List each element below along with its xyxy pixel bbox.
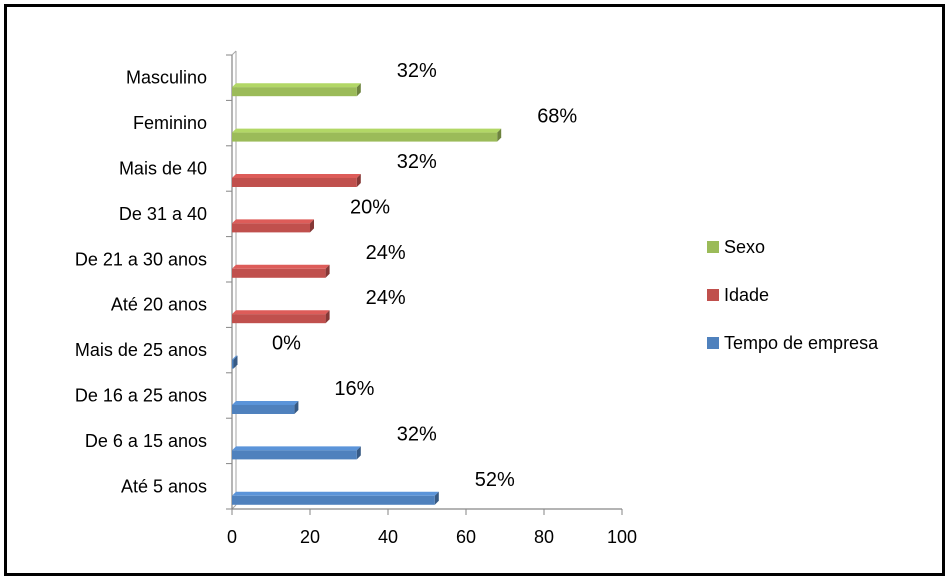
x-tick-label: 80 (534, 527, 554, 547)
axis-wall-bottom (231, 504, 237, 510)
category-label: Masculino (126, 68, 207, 88)
bar-top-face (232, 400, 299, 405)
category-label: Mais de 25 anos (75, 340, 207, 360)
bar-side-face (434, 491, 439, 505)
bar-idade (232, 177, 357, 187)
data-label: 20% (350, 196, 390, 218)
data-label: 24% (366, 287, 406, 309)
bar-idade (232, 314, 326, 324)
bar-side-face (325, 310, 330, 324)
bar-side-face (233, 355, 238, 369)
category-label: De 16 a 25 anos (75, 386, 207, 406)
legend-label: Sexo (724, 237, 765, 257)
data-label: 0% (272, 333, 301, 355)
x-tick-label: 40 (378, 527, 398, 547)
bar-top-face (232, 128, 502, 133)
bar-side-face (310, 219, 314, 233)
data-label: 24% (366, 242, 406, 264)
bar-side-face (294, 400, 299, 414)
bar-tempo-de-empresa (232, 359, 234, 369)
data-label: 68% (537, 106, 577, 128)
category-label: De 6 a 15 anos (85, 431, 207, 451)
legend-swatch (707, 289, 719, 301)
chart-frame: 0 20 40 60 80 100 Masculino Feminino Mais de 40 D… (4, 4, 945, 576)
bar-top-face (232, 491, 439, 496)
bar-top-face (232, 446, 361, 451)
x-tick-label: 60 (456, 527, 476, 547)
bar-top-face (232, 219, 314, 224)
bar-side-face (356, 83, 361, 97)
legend-swatch (707, 241, 719, 253)
x-tick-label: 20 (300, 527, 320, 547)
bar-chart: 0 20 40 60 80 100 Masculino Feminino Mais de 40 D… (75, 50, 879, 547)
axis-wall-top (231, 50, 237, 56)
legend-label: Idade (724, 285, 769, 305)
data-label: 16% (334, 378, 374, 400)
x-tick-label: 0 (227, 527, 237, 547)
category-label: Até 20 anos (111, 295, 207, 315)
bar-sexo (232, 132, 498, 142)
bar-side-face (356, 173, 361, 187)
bar-tempo-de-empresa (232, 404, 295, 414)
bar-idade (232, 268, 326, 278)
legend-label: Tempo de empresa (724, 333, 879, 353)
x-tick-label: 100 (607, 527, 637, 547)
bar-tempo-de-empresa (232, 450, 357, 460)
bar-top-face (232, 310, 330, 315)
bar-sexo (232, 87, 357, 97)
category-label: Até 5 anos (121, 476, 207, 496)
data-label: 32% (397, 60, 437, 82)
data-label: 52% (475, 469, 515, 491)
bar-side-face (356, 446, 361, 460)
bar-top-face (232, 264, 330, 269)
legend-swatch (707, 337, 719, 349)
bar-top-face (232, 355, 238, 360)
category-label: Feminino (133, 113, 207, 133)
data-label: 32% (397, 151, 437, 173)
bar-tempo-de-empresa (232, 495, 435, 505)
category-label: De 31 a 40 (119, 204, 207, 224)
bar-side-face (325, 264, 330, 278)
category-label: Mais de 40 (119, 159, 207, 179)
bar-top-face (232, 83, 361, 88)
bar-idade (232, 223, 310, 233)
data-label: 32% (397, 423, 437, 445)
bar-side-face (497, 128, 502, 142)
category-label: De 21 a 30 anos (75, 249, 207, 269)
bar-top-face (232, 173, 361, 178)
